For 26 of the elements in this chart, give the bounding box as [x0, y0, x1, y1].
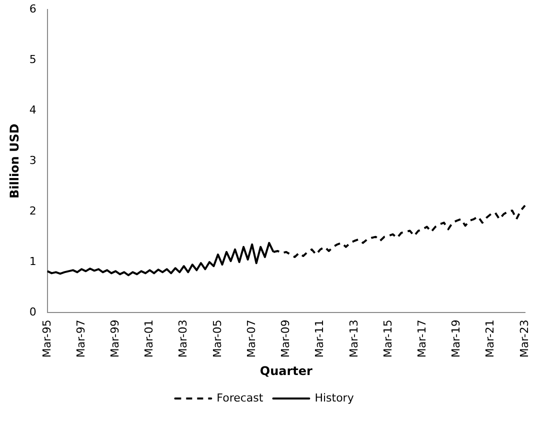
x-tick-label: Mar-17	[416, 320, 429, 358]
x-tick-label: Mar-95	[40, 320, 54, 358]
x-tick-label: Mar-99	[108, 320, 122, 358]
x-tick-label: Mar-15	[381, 320, 394, 358]
x-tick-label: Mar-09	[279, 320, 292, 358]
legend-label: Forecast	[216, 391, 264, 404]
x-tick-label: Mar-23	[518, 320, 531, 358]
y-tick-label: 5	[29, 52, 36, 66]
y-tick-label: 0	[29, 305, 36, 318]
x-tick-label: Mar-21	[484, 320, 497, 358]
y-tick-label: 2	[29, 204, 36, 218]
x-tick-label: Mar-97	[74, 320, 88, 358]
x-tick-label: Mar-01	[142, 320, 156, 358]
y-tick-label: 1	[29, 254, 36, 268]
x-axis-title: Quarter	[260, 364, 313, 378]
x-tick-label: Mar-03	[176, 320, 190, 358]
y-tick-label: 3	[29, 154, 36, 167]
legend-label: History	[314, 391, 354, 404]
y-axis-title: Billion USD	[7, 124, 22, 199]
x-tick-label: Mar-07	[244, 320, 258, 358]
x-tick-label: Mar-13	[347, 320, 360, 358]
y-tick-label: 4	[29, 103, 36, 116]
x-tick-label: Mar-11	[313, 320, 326, 358]
x-tick-label: Mar-05	[210, 320, 224, 358]
y-tick-label: 6	[29, 2, 36, 16]
x-tick-label: Mar-19	[450, 320, 463, 358]
